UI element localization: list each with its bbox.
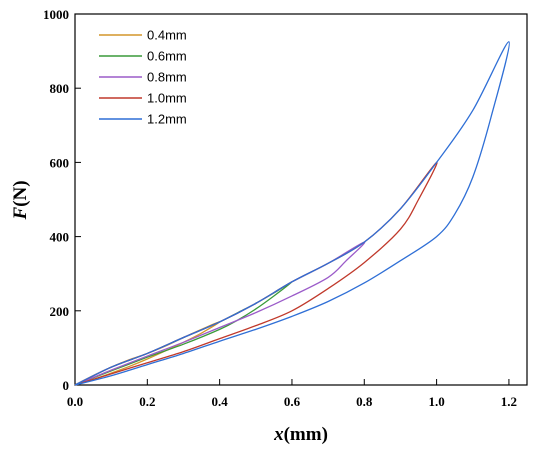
legend-label: 1.0mm	[147, 91, 187, 106]
legend: 0.4mm 0.6mm 0.8mm 1.0mm 1.2mm	[99, 28, 187, 127]
x-tick-label: 1.2	[501, 394, 517, 409]
x-tick-label: 1.0	[428, 394, 444, 409]
x-tick-label: 0.8	[356, 394, 373, 409]
y-tick-label: 600	[50, 155, 70, 170]
series-layer	[74, 41, 510, 386]
x-axis-variable: x	[273, 424, 284, 445]
series-line-1.2mm	[74, 41, 510, 386]
series-line-1.0mm	[74, 161, 438, 386]
y-tick-label: 200	[50, 304, 70, 319]
y-tick-label: 800	[50, 81, 70, 96]
y-axis-ticks: 0 200 400 600 800 1000	[43, 7, 81, 393]
y-tick-label: 1000	[43, 7, 69, 22]
y-axis-unit: (N)	[10, 180, 31, 206]
y-tick-label: 400	[50, 230, 70, 245]
plot-area-frame	[74, 13, 528, 386]
y-axis-title: F(N)	[10, 180, 31, 220]
x-tick-label: 0.6	[284, 394, 301, 409]
x-axis-unit: (mm)	[284, 424, 328, 445]
legend-label: 0.8mm	[147, 70, 187, 85]
x-axis-ticks: 0.0 0.2 0.4 0.6 0.8 1.0 1.2	[67, 379, 517, 409]
x-tick-label: 0.2	[139, 394, 155, 409]
x-axis-title: x(mm)	[273, 424, 328, 445]
x-tick-label: 0.4	[212, 394, 229, 409]
x-tick-label: 0.0	[67, 394, 83, 409]
legend-label: 1.2mm	[147, 112, 187, 127]
y-axis-variable: F	[10, 207, 31, 221]
y-tick-label: 0	[63, 378, 70, 393]
legend-label: 0.4mm	[147, 28, 187, 43]
legend-label: 0.6mm	[147, 49, 187, 64]
